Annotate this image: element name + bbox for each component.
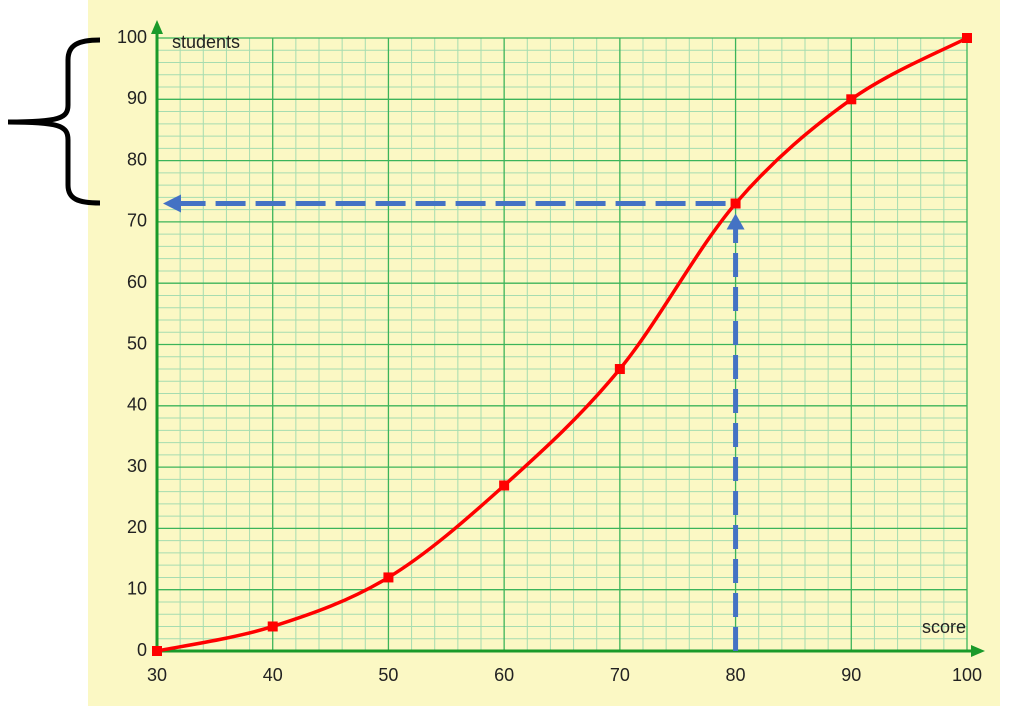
x-tick-label: 40 (263, 665, 283, 685)
curve (156, 36, 968, 653)
x-axis-label: score (922, 617, 966, 637)
y-tick-label: 0 (137, 640, 147, 660)
y-axis-arrow (151, 20, 163, 34)
chart-background (88, 0, 1000, 706)
x-tick-label: 70 (610, 665, 630, 685)
x-axis-arrow (971, 645, 985, 657)
y-tick-label: 10 (127, 578, 147, 598)
y-tick-label: 30 (127, 456, 147, 476)
marks (152, 33, 972, 656)
point (267, 621, 278, 632)
y-axis-label: students (172, 32, 240, 52)
y-tick-label: 60 (127, 272, 147, 292)
y-tick-label: 100 (117, 27, 147, 47)
point (962, 33, 972, 43)
x-tick-label: 30 (147, 665, 167, 685)
x-tick-label: 100 (952, 665, 982, 685)
point (614, 364, 625, 375)
point (730, 198, 741, 209)
grid (151, 20, 985, 657)
point (499, 480, 510, 491)
brace (7, 37, 101, 206)
reference-arrowhead (726, 213, 745, 230)
x-tick-label: 90 (841, 665, 861, 685)
y-tick-label: 40 (127, 395, 147, 415)
y-tick-label: 50 (127, 333, 147, 353)
point (383, 572, 394, 583)
x-tick-label: 60 (494, 665, 514, 685)
x-tick-label: 50 (378, 665, 398, 685)
point (846, 94, 857, 105)
y-tick-label: 90 (127, 88, 147, 108)
y-tick-label: 80 (127, 149, 147, 169)
point (152, 646, 162, 656)
x-tick-label: 80 (726, 665, 746, 685)
reference-arrowhead (163, 194, 181, 213)
y-tick-label: 70 (127, 211, 147, 231)
y-tick-label: 20 (127, 517, 147, 537)
